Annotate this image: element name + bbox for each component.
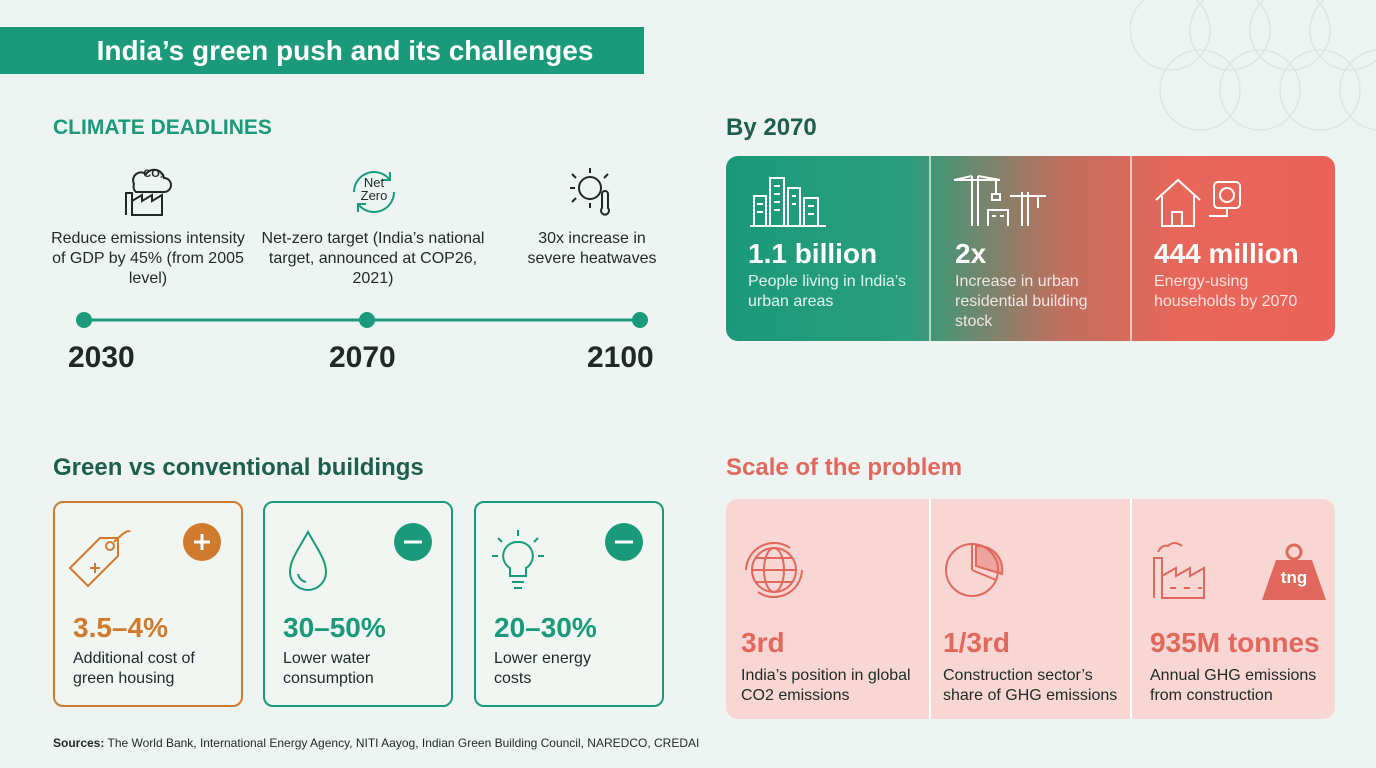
- section-heading: Green vs conventional buildings: [53, 454, 424, 481]
- sources: Sources: The World Bank, International E…: [53, 736, 699, 750]
- stat-value: 3.5–4%: [73, 612, 168, 643]
- stat-value: 444 million: [1154, 238, 1299, 269]
- section-heading: By 2070: [726, 114, 817, 141]
- city-icon: [750, 177, 826, 227]
- sources-text: The World Bank, International Energy Age…: [107, 736, 700, 750]
- stat-label: Construction sector’s share of GHG emiss…: [943, 667, 1118, 704]
- section-heading: Scale of the problem: [726, 454, 963, 481]
- stat-value: 30–50%: [283, 612, 386, 643]
- stat-value: 20–30%: [494, 612, 597, 643]
- scale-panel: [726, 499, 1335, 719]
- net-zero-icon: [353, 171, 395, 213]
- stat-label: Energy-using households by 2070: [1154, 273, 1298, 310]
- section-heading: CLIMATE DEADLINES: [53, 116, 272, 139]
- factory-icon: [1153, 542, 1205, 599]
- by-2070-panel: [726, 156, 1335, 341]
- stat-label: Lower energy costs: [494, 650, 591, 687]
- timeline: [76, 312, 648, 328]
- factory-icon: [125, 168, 172, 216]
- stat-value: 1/3rd: [943, 627, 1010, 658]
- year: 2070: [329, 341, 396, 374]
- deadline-text: Reduce emissions intensity of GDP by 45%…: [51, 230, 245, 287]
- globe-icon: [745, 541, 803, 599]
- stat-label: Increase in urban residential building s…: [955, 273, 1088, 330]
- house-plug-icon: [1155, 178, 1241, 227]
- year: 2100: [587, 341, 654, 374]
- pie-icon: [945, 543, 1004, 597]
- stat-label: People living in India’s urban areas: [748, 273, 907, 310]
- stat-label: India’s position in global CO2 emissions: [741, 667, 911, 704]
- heat-icon: [570, 168, 610, 216]
- minus-icon: [394, 523, 432, 561]
- minus-icon: [605, 523, 643, 561]
- stat-value: 3rd: [741, 627, 785, 658]
- stat-label: Annual GHG emissions from construction: [1150, 667, 1317, 704]
- stat-value: 1.1 billion: [748, 238, 878, 269]
- year: 2030: [68, 341, 135, 374]
- dividers: [929, 499, 1132, 719]
- deadline-text: Net-zero target (India’s national target…: [261, 230, 485, 287]
- tag-icon: [68, 530, 131, 588]
- stat-label: Lower water consumption: [283, 650, 374, 687]
- icon-text: Net Zero: [360, 175, 388, 203]
- title: India’s green push and its challenges: [96, 35, 594, 66]
- pattern: [1130, 0, 1376, 131]
- crane-icon: [953, 175, 1046, 226]
- bulb-icon: [492, 530, 544, 589]
- sources-label: Sources:: [53, 736, 105, 750]
- dividers: [929, 156, 1132, 341]
- deadline-text: 30x increase in severe heatwaves: [527, 230, 657, 267]
- plus-icon: [183, 523, 221, 561]
- stat-value: 935M tonnes: [1150, 627, 1320, 658]
- weight-icon: [1262, 543, 1326, 600]
- stat-value: 2x: [955, 238, 987, 269]
- drop-icon: [288, 529, 328, 591]
- icon-text: CO₂: [143, 168, 165, 180]
- icon-text: tng: [1280, 568, 1308, 587]
- title-banner: [0, 27, 644, 74]
- stat-label: Additional cost of green housing: [73, 650, 195, 687]
